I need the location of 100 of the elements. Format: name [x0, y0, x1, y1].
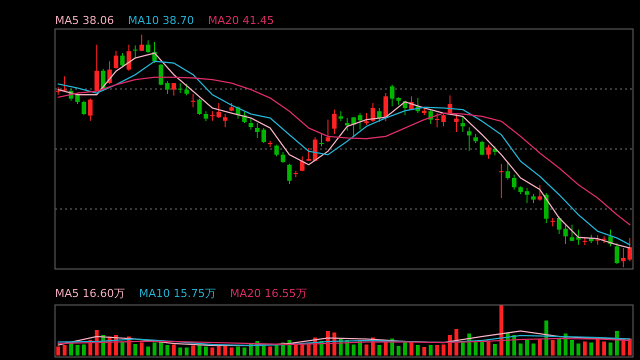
bar — [435, 345, 440, 356]
bar — [416, 345, 420, 356]
candlestick — [94, 44, 99, 92]
candlestick — [178, 82, 182, 94]
bar — [403, 342, 407, 356]
text: MA5 16.60万 — [55, 287, 126, 300]
candlestick — [344, 117, 350, 132]
candlestick — [197, 98, 202, 116]
candlestick — [190, 94, 196, 108]
bar — [352, 344, 356, 356]
bar — [608, 342, 612, 356]
text: MA20 16.55万 — [230, 287, 308, 300]
candlestick — [563, 224, 568, 245]
bar — [178, 348, 182, 356]
bar — [582, 342, 587, 356]
candlestick — [544, 192, 549, 224]
candlestick — [261, 127, 266, 144]
bar — [422, 347, 426, 356]
bar — [576, 344, 580, 356]
candlestick — [248, 117, 254, 130]
text: MA10 15.75万 — [139, 287, 216, 300]
bar — [410, 342, 414, 356]
candlestick — [570, 224, 574, 242]
candlestick — [222, 114, 228, 128]
candlestick — [300, 156, 305, 172]
bar — [242, 348, 246, 356]
bar — [56, 346, 60, 356]
bar — [152, 342, 156, 356]
candlestick — [441, 112, 446, 127]
bar — [133, 344, 138, 356]
bar — [274, 346, 278, 356]
bar — [364, 344, 368, 356]
candlestick — [434, 112, 440, 128]
bar — [230, 348, 234, 356]
bar — [442, 344, 446, 356]
candlestick — [274, 144, 279, 157]
bar — [62, 345, 67, 356]
bar — [82, 344, 86, 356]
text: MA5 38.06 — [55, 14, 114, 27]
candlestick — [280, 151, 286, 164]
bar — [146, 346, 150, 356]
bar — [518, 344, 523, 356]
bar — [602, 342, 606, 356]
bar — [460, 342, 465, 356]
candlestick — [454, 114, 459, 132]
bar — [204, 346, 208, 356]
candlestick — [383, 92, 388, 122]
bar — [589, 342, 594, 356]
bar — [76, 345, 80, 356]
candlestick — [120, 52, 125, 68]
candlestick — [172, 82, 176, 96]
candlestick — [165, 80, 170, 95]
bar — [525, 340, 529, 356]
candlestick — [556, 216, 562, 235]
candlestick — [255, 122, 260, 138]
candlestick — [628, 237, 632, 262]
bar — [306, 344, 311, 356]
bar — [538, 338, 542, 356]
candlestick — [332, 109, 337, 135]
candlestick — [621, 247, 626, 268]
candlestick — [133, 44, 138, 58]
bar — [428, 345, 433, 356]
bar — [480, 341, 484, 356]
candlestick — [460, 116, 466, 132]
candlestick — [370, 102, 376, 122]
candlestick — [531, 194, 536, 204]
candlestick — [88, 98, 93, 122]
bar — [396, 346, 401, 356]
candlestick — [146, 40, 150, 54]
text: MA20 41.45 — [208, 14, 274, 27]
bar — [210, 348, 214, 356]
bar — [532, 344, 536, 356]
candlestick — [466, 126, 472, 152]
candlestick — [499, 164, 504, 198]
bar — [184, 348, 189, 356]
bar — [499, 306, 504, 356]
bar — [236, 346, 240, 356]
candlestick — [204, 110, 208, 122]
bar — [165, 345, 170, 356]
bar — [140, 342, 144, 356]
candlestick — [126, 44, 132, 72]
candlestick — [524, 187, 530, 204]
candlestick — [538, 184, 542, 202]
candlestick — [390, 84, 394, 107]
bar — [294, 344, 298, 356]
candlestick — [306, 147, 311, 162]
candlestick — [158, 64, 164, 86]
bar — [198, 344, 202, 356]
candlestick — [139, 34, 144, 52]
candlestick — [358, 112, 362, 130]
bar — [377, 345, 382, 356]
candlestick — [216, 102, 222, 118]
bar — [172, 344, 176, 356]
candlestick — [319, 134, 324, 147]
bar — [570, 340, 574, 356]
candlestick — [82, 100, 86, 116]
bar — [191, 346, 196, 356]
text: MA10 38.70 — [128, 14, 194, 27]
candlestick — [184, 83, 189, 96]
candlestick — [377, 107, 382, 122]
